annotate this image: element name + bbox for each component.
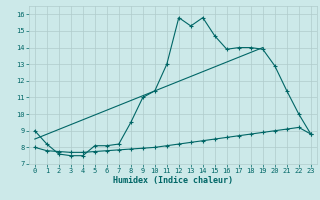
X-axis label: Humidex (Indice chaleur): Humidex (Indice chaleur) [113, 176, 233, 185]
